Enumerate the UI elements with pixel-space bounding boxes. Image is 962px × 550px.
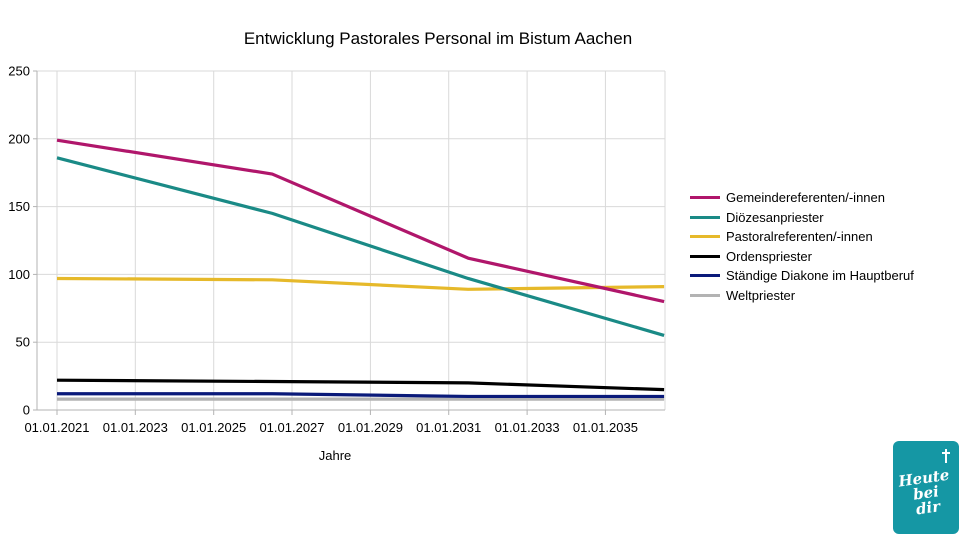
x-axis-label: Jahre xyxy=(319,448,352,463)
y-tick-label: 50 xyxy=(16,335,30,350)
y-tick-label: 200 xyxy=(8,131,30,146)
legend-item: Gemeindereferenten/-innen xyxy=(690,188,914,208)
series-line xyxy=(57,392,665,399)
legend-item: Weltpriester xyxy=(690,286,914,306)
heute-bei-dir-logo: Heute bei dir xyxy=(893,441,959,534)
legend-item: Diözesanpriester xyxy=(690,208,914,228)
chart-title: Entwicklung Pastorales Personal im Bistu… xyxy=(243,29,633,48)
x-tick-label: 01.01.2021 xyxy=(24,420,89,435)
cross-icon xyxy=(942,449,950,463)
y-tick-label: 100 xyxy=(8,267,30,282)
legend-label: Pastoralreferenten/-innen xyxy=(726,229,873,245)
legend-label: Ordenspriester xyxy=(726,248,812,264)
legend-label: Weltpriester xyxy=(726,287,796,303)
legend-swatch xyxy=(690,235,720,239)
legend-label: Gemeindereferenten/-innen xyxy=(726,190,885,206)
series-line xyxy=(56,378,665,392)
legend-swatch xyxy=(690,293,720,297)
logo-text: Heute bei dir xyxy=(893,466,959,521)
legend: Gemeindereferenten/-innen Diözesanprieste… xyxy=(690,188,914,305)
legend-label: Ständige Diakone im Hauptberuf xyxy=(726,268,914,284)
tick-labels: 0 50 100 150 200 250 01.01.2021 01.01.2023 01.01… xyxy=(8,64,638,464)
series-line xyxy=(56,138,665,304)
y-tick-label: 250 xyxy=(8,64,30,79)
series-lines xyxy=(56,138,665,401)
legend-swatch xyxy=(690,274,720,278)
legend-swatch xyxy=(690,196,720,200)
x-tick-label: 01.01.2033 xyxy=(495,420,560,435)
legend-item: Ständige Diakone im Hauptberuf xyxy=(690,266,914,286)
x-tick-label: 01.01.2035 xyxy=(573,420,638,435)
axes xyxy=(33,70,665,415)
y-tick-label: 0 xyxy=(23,403,30,418)
series-line xyxy=(56,156,665,337)
legend-swatch xyxy=(690,215,720,219)
legend-item: Ordenspriester xyxy=(690,247,914,267)
series-line xyxy=(56,276,665,291)
y-tick-label: 150 xyxy=(8,199,30,214)
x-tick-label: 01.01.2027 xyxy=(259,420,324,435)
x-tick-label: 01.01.2029 xyxy=(338,420,403,435)
legend-swatch xyxy=(690,254,720,258)
legend-item: Pastoralreferenten/-innen xyxy=(690,227,914,247)
x-tick-label: 01.01.2023 xyxy=(103,420,168,435)
x-tick-label: 01.01.2031 xyxy=(416,420,481,435)
legend-label: Diözesanpriester xyxy=(726,209,824,225)
x-tick-label: 01.01.2025 xyxy=(181,420,246,435)
